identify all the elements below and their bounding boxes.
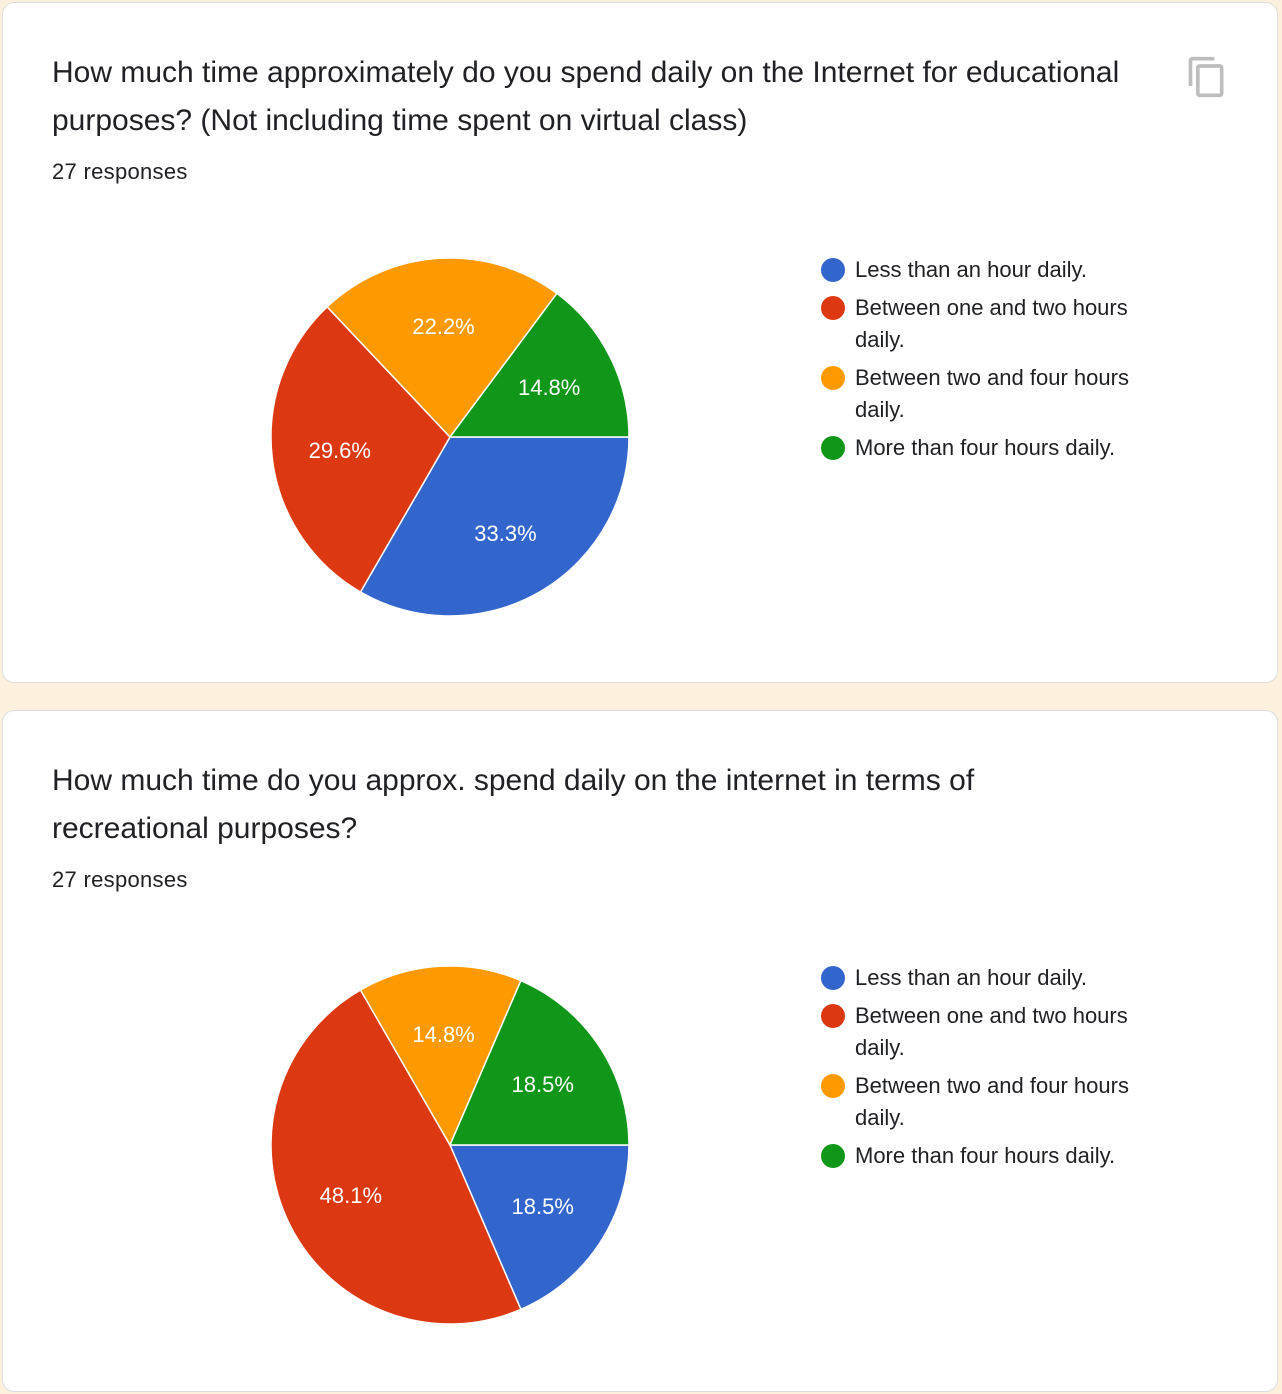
slice-label: 29.6% [309,438,371,463]
legend-swatch [821,436,845,460]
question-title: How much time do you approx. spend daily… [52,764,975,845]
slice-label: 14.8% [412,1022,474,1047]
pie-slice [270,988,522,1325]
pie-chart: 33.3% 29.6% 22.2% 14.8% [270,257,630,617]
pie-slice [448,979,630,1146]
pie-slice [326,257,558,439]
legend-item: Less than an hour daily. [819,962,1165,994]
copy-chart-button[interactable] [1185,55,1229,99]
legend-label: Between two and four hours daily. [855,365,1129,422]
legend-item: More than four hours daily. [819,432,1165,464]
legend-swatch [821,258,845,282]
legend-label: Between one and two hours daily. [855,295,1128,352]
legend-swatch [821,1074,845,1098]
slice-label: 22.2% [412,314,474,339]
copy-icon [1188,56,1224,98]
legend-label: More than four hours daily. [855,435,1116,460]
chart-legend: Less than an hour daily. Between one and … [819,254,1179,470]
pie-slice [270,305,451,594]
question-card: How much time approximately do you spend… [2,2,1278,683]
legend-label: Between one and two hours daily. [855,1003,1128,1060]
legend-label: Less than an hour daily. [855,965,1087,990]
legend-item: Between one and two hours daily. [819,1000,1165,1064]
chart-legend: Less than an hour daily. Between one and … [819,962,1179,1178]
legend-item: More than four hours daily. [819,1140,1165,1172]
legend-label: More than four hours daily. [855,1143,1116,1168]
question-card: How much time do you approx. spend daily… [2,710,1278,1392]
slice-label: 14.8% [518,375,580,400]
legend-label: Between two and four hours daily. [855,1073,1129,1130]
legend-swatch [821,366,845,390]
pie-slice [448,292,630,438]
legend-item: Less than an hour daily. [819,254,1165,286]
pie-chart: 18.5% 48.1% 14.8% 18.5% [270,965,630,1325]
legend-swatch [821,296,845,320]
question-title: How much time approximately do you spend… [52,56,1120,137]
legend-swatch [821,1004,845,1028]
legend-item: Between two and four hours daily. [819,362,1165,426]
pie-slice [448,1144,630,1311]
legend-item: Between two and four hours daily. [819,1070,1165,1134]
response-count: 27 responses [52,867,188,892]
legend-swatch [821,966,845,990]
pie-slice [359,436,630,617]
legend-item: Between one and two hours daily. [819,292,1165,356]
legend-swatch [821,1144,845,1168]
slice-label: 48.1% [320,1183,382,1208]
pie-slice [359,965,522,1147]
slice-label: 33.3% [474,521,536,546]
slice-label: 18.5% [512,1072,574,1097]
response-count: 27 responses [52,159,188,184]
legend-label: Less than an hour daily. [855,257,1087,282]
slice-label: 18.5% [512,1194,574,1219]
